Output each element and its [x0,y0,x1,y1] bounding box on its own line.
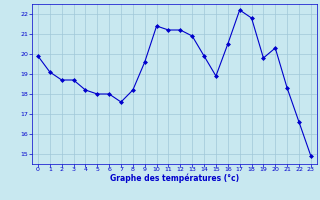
X-axis label: Graphe des températures (°c): Graphe des températures (°c) [110,174,239,183]
